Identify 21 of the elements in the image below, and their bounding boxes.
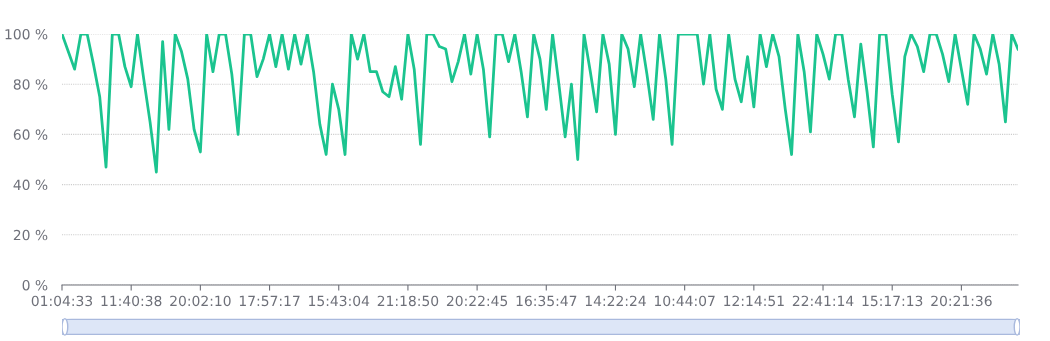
x-tick-label: 15:17:13 [862, 295, 923, 307]
y-tick-label: 20 % [13, 229, 48, 241]
y-tick-label: 60 % [13, 129, 48, 140]
x-tick-label: 11:40:38 [101, 295, 162, 307]
x-tick-label: 20:02:10 [170, 295, 231, 307]
x-tick-label: 16:35:47 [516, 295, 577, 307]
x-tick-label: 17:57:17 [239, 295, 300, 307]
y-tick-label: 0 % [22, 279, 48, 291]
line-series [62, 34, 1018, 174]
x-tick-label: 21:18:50 [377, 295, 439, 307]
x-tick-label: 20:21:36 [931, 295, 992, 307]
x-tick-label: 01:04:33 [31, 295, 93, 307]
x-tick-label: 14:22:24 [585, 295, 646, 306]
x-tick-label: 22:41:14 [792, 295, 854, 306]
x-tick-label: 20:22:45 [446, 295, 508, 307]
x-tick-label: 12:14:51 [724, 295, 784, 307]
y-tick-label: 100 % [5, 28, 48, 40]
y-tick-label: 80 % [13, 79, 48, 90]
x-tick-label: 10:44:07 [654, 295, 715, 307]
x-tick-label: 15:43:04 [309, 295, 370, 307]
y-tick-label: 40 % [13, 179, 48, 191]
